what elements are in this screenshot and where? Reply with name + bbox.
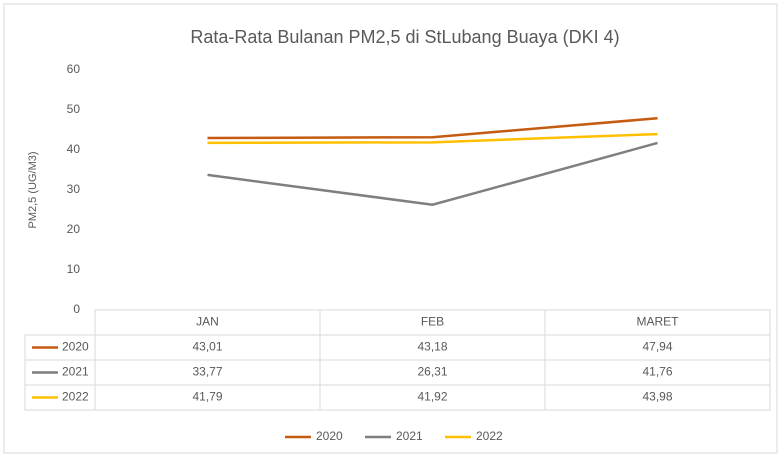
y-axis-label: PM2,5 (UG/M3) (27, 151, 39, 228)
table-series-name: 2022 (62, 390, 89, 404)
series-line (207, 132, 658, 145)
chart-frame (3, 3, 778, 454)
legend-label: 2022 (476, 429, 503, 443)
y-tick-label: 20 (67, 222, 81, 236)
table-value: 33,77 (192, 365, 222, 379)
table-value: 43,01 (192, 340, 222, 354)
y-tick-label: 0 (73, 302, 80, 316)
series-line (207, 141, 658, 207)
table-value: 26,31 (417, 365, 447, 379)
legend-label: 2020 (316, 429, 343, 443)
y-tick-label: 50 (67, 102, 81, 116)
table-value: 41,79 (192, 390, 222, 404)
legend-label: 2021 (396, 429, 423, 443)
table-value: 43,18 (417, 340, 447, 354)
y-tick-label: 40 (67, 142, 81, 156)
y-tick-label: 60 (67, 62, 81, 76)
table-value: 47,94 (642, 340, 672, 354)
y-tick-label: 10 (67, 262, 81, 276)
table-series-name: 2020 (62, 340, 89, 354)
table-value: 41,92 (417, 390, 447, 404)
table-series-name: 2021 (62, 365, 89, 379)
x-tick-label: MARET (637, 315, 680, 329)
x-tick-label: FEB (421, 315, 444, 329)
chart-title: Rata-Rata Bulanan PM2,5 di StLubang Buay… (190, 27, 619, 47)
series-line (207, 116, 658, 140)
table-value: 43,98 (642, 390, 672, 404)
x-tick-label: JAN (196, 315, 219, 329)
table-value: 41,76 (642, 365, 672, 379)
y-tick-label: 30 (67, 182, 81, 196)
